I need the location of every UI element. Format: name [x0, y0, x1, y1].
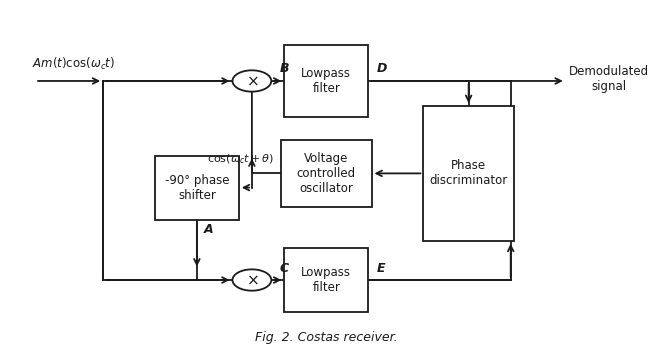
Text: $\times$: $\times$ — [246, 74, 259, 88]
Text: Lowpass
filter: Lowpass filter — [301, 266, 351, 294]
Text: Lowpass
filter: Lowpass filter — [301, 67, 351, 95]
Text: -90° phase
shifter: -90° phase shifter — [164, 174, 229, 201]
Bar — [285, 248, 368, 312]
Text: Demodulated
signal: Demodulated signal — [569, 65, 649, 93]
Text: $\cos(\omega_c t + \theta)$: $\cos(\omega_c t + \theta)$ — [207, 153, 275, 166]
Text: Phase
discriminator: Phase discriminator — [430, 160, 508, 187]
Text: $\boldsymbol{A}$: $\boldsymbol{A}$ — [203, 223, 215, 236]
Circle shape — [232, 269, 271, 291]
Circle shape — [232, 70, 271, 92]
Bar — [424, 106, 514, 241]
Text: $\boldsymbol{B}$: $\boldsymbol{B}$ — [279, 62, 290, 75]
Bar — [285, 45, 368, 117]
Text: $\boldsymbol{D}$: $\boldsymbol{D}$ — [376, 62, 388, 75]
Bar — [281, 140, 371, 207]
Text: $\boldsymbol{C}$: $\boldsymbol{C}$ — [279, 262, 290, 275]
Text: $\times$: $\times$ — [246, 273, 259, 287]
Text: Fig. 2. Costas receiver.: Fig. 2. Costas receiver. — [255, 331, 397, 344]
Text: $\boldsymbol{E}$: $\boldsymbol{E}$ — [376, 262, 387, 275]
Bar — [155, 156, 239, 219]
Text: Voltage
controlled
oscillator: Voltage controlled oscillator — [297, 152, 356, 195]
Text: $Am(t)\cos(\omega_c t)$: $Am(t)\cos(\omega_c t)$ — [32, 56, 115, 72]
